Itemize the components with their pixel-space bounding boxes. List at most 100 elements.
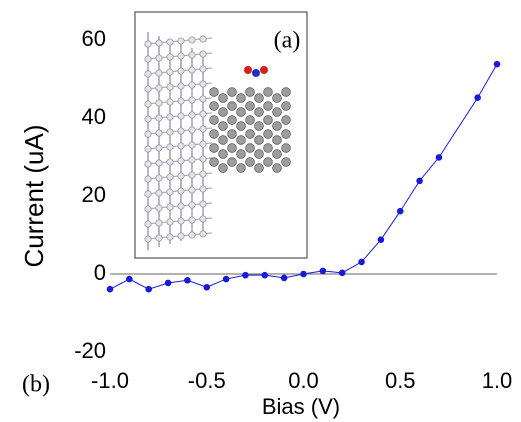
structure-atom (145, 71, 151, 77)
structure-atom (189, 52, 195, 58)
structure-atom (178, 203, 184, 209)
structure-atom (189, 37, 195, 43)
structure-atom (189, 82, 195, 88)
structure-atom (145, 131, 151, 137)
tube-atom (246, 116, 255, 125)
structure-atom (178, 158, 184, 164)
data-point (262, 272, 269, 279)
structure-atom (178, 68, 184, 74)
tube-atom (282, 88, 291, 97)
structure-atom (167, 54, 173, 60)
structure-atom (167, 159, 173, 165)
structure-atom (167, 219, 173, 225)
x-tick-label: 0.5 (385, 368, 416, 393)
tube-atom (273, 94, 282, 103)
structure-atom (156, 205, 162, 211)
structure-atom (156, 160, 162, 166)
tube-atom (264, 116, 273, 125)
tube-atom (273, 122, 282, 131)
data-point (358, 259, 365, 266)
tube-atom (228, 130, 237, 139)
structure-atom (200, 51, 206, 57)
tube-atom (255, 150, 264, 159)
tube-atom (264, 130, 273, 139)
y-tick-label: 0 (94, 260, 106, 285)
chart: (a) (b) Bias (V) Current (uA) -200204060… (0, 0, 521, 422)
y-tick-label: 40 (82, 104, 106, 129)
tube-atom (210, 102, 219, 111)
tube-atom (282, 130, 291, 139)
tube-atom (210, 144, 219, 153)
structure-atom (189, 187, 195, 193)
structure-atom (167, 99, 173, 105)
data-point (126, 276, 133, 283)
x-tick-label: 0.0 (288, 368, 319, 393)
structure-atom (200, 231, 206, 237)
panel-label: (b) (22, 372, 50, 398)
tube-atom (264, 88, 273, 97)
data-point (203, 284, 210, 291)
tube-atom (246, 102, 255, 111)
tube-atom (255, 164, 264, 173)
data-point (223, 276, 230, 283)
structure-atom (156, 175, 162, 181)
data-point (165, 280, 172, 287)
structure-atom (156, 190, 162, 196)
structure-atom (145, 116, 151, 122)
data-point (416, 177, 423, 184)
structure-atom (189, 112, 195, 118)
data-point (300, 271, 307, 278)
structure-atom (189, 127, 195, 133)
data-point (242, 272, 249, 279)
structure-atom (156, 220, 162, 226)
tube-atom (264, 144, 273, 153)
data-point (145, 286, 152, 293)
tube-atom (255, 94, 264, 103)
structure-atom (200, 171, 206, 177)
tube-atom (237, 122, 246, 131)
tube-atom (210, 88, 219, 97)
tube-atom (255, 108, 264, 117)
structure-atom (189, 232, 195, 238)
structure-atom (189, 157, 195, 163)
molecule-atom (252, 69, 260, 77)
structure-atom (178, 143, 184, 149)
tube-atom (246, 88, 255, 97)
data-point (339, 270, 346, 277)
structure-atom (200, 111, 206, 117)
data-point (436, 154, 443, 161)
structure-atom (189, 142, 195, 148)
structure-atom (156, 70, 162, 76)
structure-atom (156, 130, 162, 136)
structure-atom (145, 221, 151, 227)
structure-atom (145, 56, 151, 62)
tube-atom (273, 150, 282, 159)
structure-atom (189, 217, 195, 223)
structure-atom (167, 174, 173, 180)
data-point (281, 275, 288, 282)
data-point (320, 268, 327, 275)
structure-atom (200, 81, 206, 87)
structure-atom (145, 41, 151, 47)
structure-atom (167, 144, 173, 150)
structure-atom (156, 145, 162, 151)
structure-atom (178, 83, 184, 89)
tube-atom (210, 158, 219, 167)
structure-atom (167, 69, 173, 75)
tube-atom (282, 102, 291, 111)
tube-atom (219, 136, 228, 145)
structure-atom (189, 202, 195, 208)
y-tick-label: 20 (82, 182, 106, 207)
tube-atom (246, 130, 255, 139)
tube-atom (273, 108, 282, 117)
tube-atom (228, 116, 237, 125)
x-tick-label: -0.5 (188, 368, 226, 393)
structure-atom (178, 188, 184, 194)
structure-atom (145, 206, 151, 212)
structure-atom (156, 235, 162, 241)
tube-atom (246, 144, 255, 153)
structure-atom (200, 156, 206, 162)
structure-atom (145, 236, 151, 242)
tube-atom (219, 150, 228, 159)
x-tick-label: 1.0 (482, 368, 513, 393)
